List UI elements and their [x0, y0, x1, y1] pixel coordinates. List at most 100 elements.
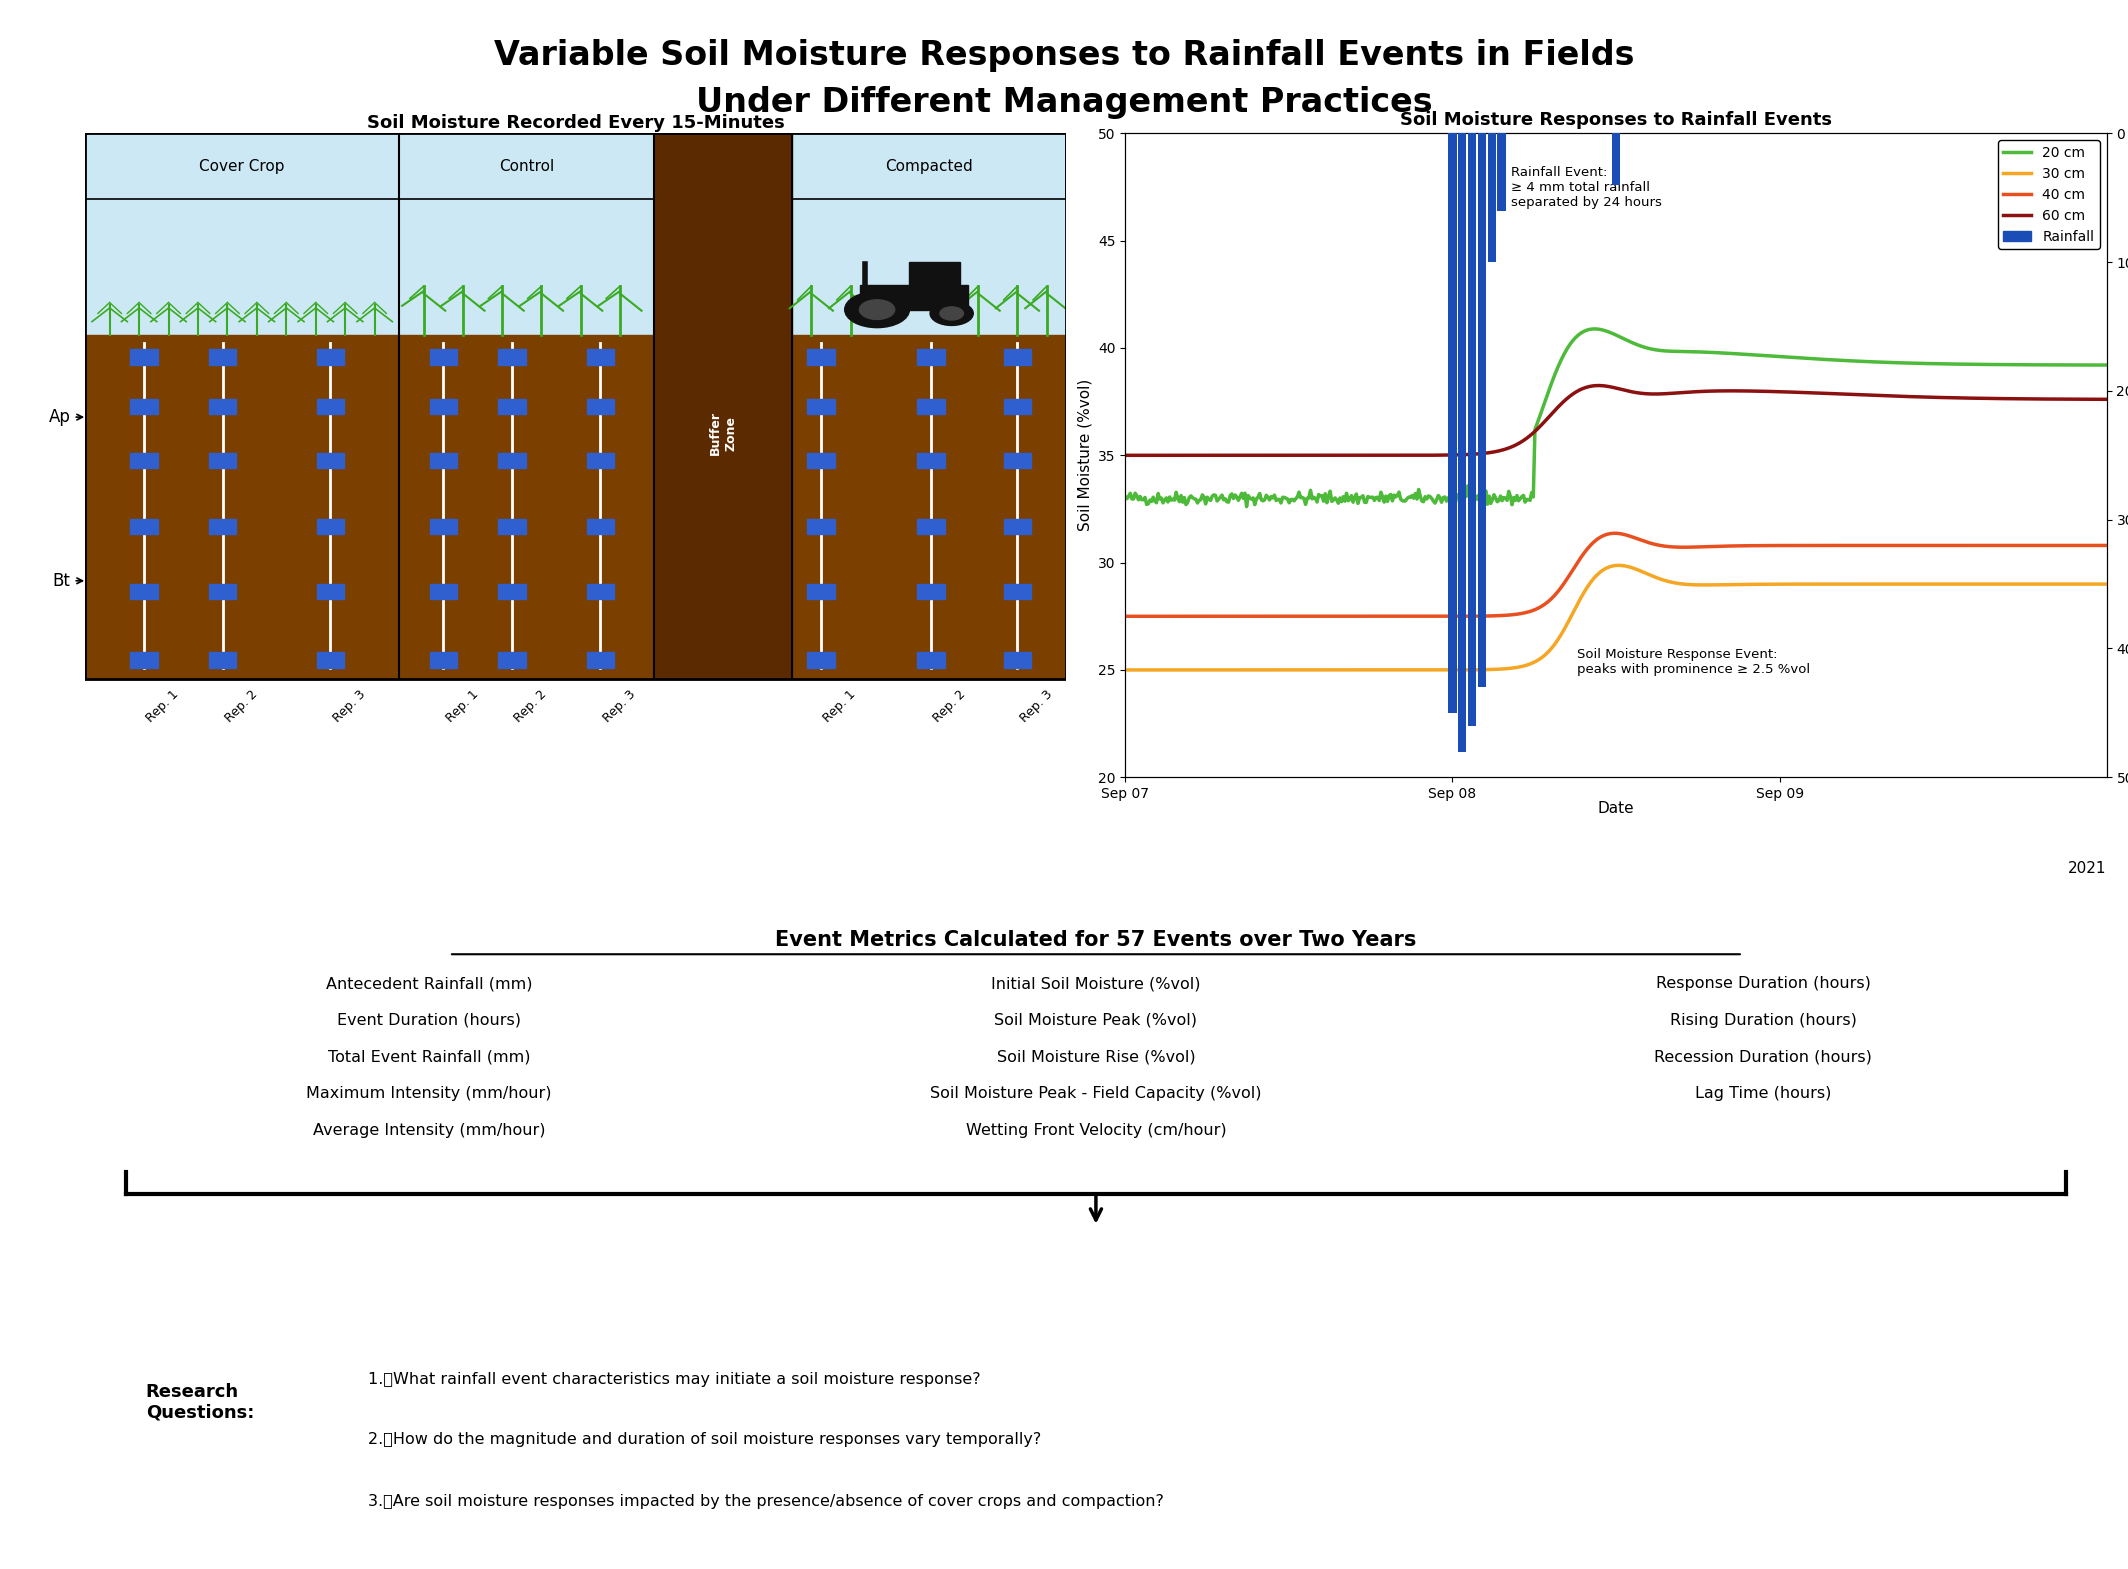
Circle shape: [845, 292, 909, 328]
Bar: [209, 584, 236, 599]
Bar: [85, 133, 1066, 679]
Text: Soil Moisture Peak (%vol): Soil Moisture Peak (%vol): [994, 1014, 1198, 1028]
Bar: [130, 653, 157, 667]
Bar: [1004, 350, 1032, 364]
Text: 2021: 2021: [2068, 861, 2107, 876]
Bar: [430, 399, 458, 414]
Text: Maximum Intensity (mm/hour): Maximum Intensity (mm/hour): [306, 1086, 551, 1101]
Bar: [917, 584, 945, 599]
Bar: [317, 399, 345, 414]
Bar: [317, 519, 345, 533]
Text: Event Duration (hours): Event Duration (hours): [336, 1014, 521, 1028]
Text: Control: Control: [500, 158, 555, 174]
Bar: [807, 653, 834, 667]
Bar: [792, 133, 1066, 199]
Text: Bt: Bt: [53, 571, 70, 590]
Bar: [917, 350, 945, 364]
Bar: [430, 350, 458, 364]
Text: Wetting Front Velocity (cm/hour): Wetting Front Velocity (cm/hour): [966, 1123, 1226, 1138]
Bar: [498, 584, 526, 599]
Bar: [807, 519, 834, 533]
Bar: [498, 519, 526, 533]
Bar: [917, 399, 945, 414]
Bar: [317, 653, 345, 667]
Bar: [1004, 453, 1032, 469]
Bar: [400, 133, 653, 199]
Text: Average Intensity (mm/hour): Average Intensity (mm/hour): [313, 1123, 545, 1138]
Bar: [587, 350, 615, 364]
Bar: [498, 399, 526, 414]
Bar: [317, 584, 345, 599]
Text: Variable Soil Moisture Responses to Rainfall Events in Fields: Variable Soil Moisture Responses to Rain…: [494, 39, 1634, 72]
Bar: [1449, 133, 1456, 712]
Bar: [317, 453, 345, 469]
Text: Soil Moisture Rise (%vol): Soil Moisture Rise (%vol): [996, 1050, 1196, 1065]
Text: Recession Duration (hours): Recession Duration (hours): [1653, 1050, 1873, 1065]
Bar: [130, 519, 157, 533]
Bar: [807, 584, 834, 599]
Title: Soil Moisture Recorded Every 15-Minutes: Soil Moisture Recorded Every 15-Minutes: [366, 115, 785, 132]
Text: Research
Questions:: Research Questions:: [145, 1382, 253, 1422]
Bar: [1477, 133, 1485, 687]
Bar: [498, 350, 526, 364]
Bar: [587, 399, 615, 414]
Text: Response Duration (hours): Response Duration (hours): [1656, 976, 1871, 992]
Bar: [209, 350, 236, 364]
Bar: [209, 453, 236, 469]
Text: Rep. 2: Rep. 2: [223, 687, 260, 725]
Text: Soil Moisture Peak - Field Capacity (%vol): Soil Moisture Peak - Field Capacity (%vo…: [930, 1086, 1262, 1101]
Bar: [1487, 133, 1496, 262]
Bar: [130, 399, 157, 414]
Bar: [587, 453, 615, 469]
Bar: [1468, 133, 1477, 726]
Text: Buffer
Zone: Buffer Zone: [709, 411, 736, 455]
Bar: [917, 453, 945, 469]
Bar: [587, 519, 615, 533]
Bar: [1004, 519, 1032, 533]
Circle shape: [930, 301, 972, 325]
Text: Cover Crop: Cover Crop: [200, 158, 285, 174]
Text: Rep. 3: Rep. 3: [1017, 687, 1055, 725]
Y-axis label: Soil Moisture (%vol): Soil Moisture (%vol): [1077, 380, 1092, 532]
Bar: [85, 133, 400, 199]
Bar: [430, 519, 458, 533]
Bar: [430, 584, 458, 599]
Circle shape: [860, 300, 894, 320]
Bar: [130, 584, 157, 599]
Bar: [807, 453, 834, 469]
Text: Rainfall Event:
≥ 4 mm total rainfall
separated by 24 hours: Rainfall Event: ≥ 4 mm total rainfall se…: [1511, 166, 1662, 209]
Text: Total Event Rainfall (mm): Total Event Rainfall (mm): [328, 1050, 530, 1065]
Text: Event Metrics Calculated for 57 Events over Two Years: Event Metrics Calculated for 57 Events o…: [775, 930, 1417, 949]
Text: Rising Duration (hours): Rising Duration (hours): [1670, 1014, 1856, 1028]
Bar: [85, 336, 1066, 679]
Bar: [1004, 584, 1032, 599]
Text: 3.	Are soil moisture responses impacted by the presence/absence of cover crops a: 3. Are soil moisture responses impacted …: [368, 1494, 1164, 1509]
Text: Rep. 3: Rep. 3: [330, 687, 368, 725]
Bar: [807, 399, 834, 414]
Legend: 20 cm, 30 cm, 40 cm, 60 cm, Rainfall: 20 cm, 30 cm, 40 cm, 60 cm, Rainfall: [1998, 140, 2100, 249]
Text: 2.	How do the magnitude and duration of soil moisture responses vary temporally?: 2. How do the magnitude and duration of …: [368, 1432, 1041, 1447]
Text: Under Different Management Practices: Under Different Management Practices: [696, 86, 1432, 119]
Text: Ap: Ap: [49, 408, 70, 427]
Text: Rep. 1: Rep. 1: [443, 687, 481, 725]
Bar: [807, 350, 834, 364]
Text: Rep. 3: Rep. 3: [600, 687, 638, 725]
Text: 1.	What rainfall event characteristics may initiate a soil moisture response?: 1. What rainfall event characteristics m…: [368, 1371, 981, 1387]
Text: Rep. 1: Rep. 1: [145, 687, 181, 725]
Bar: [209, 399, 236, 414]
Circle shape: [941, 308, 964, 320]
Bar: [1004, 653, 1032, 667]
Bar: [1004, 399, 1032, 414]
Text: Rep. 2: Rep. 2: [932, 687, 968, 725]
Text: Rep. 1: Rep. 1: [821, 687, 858, 725]
Bar: [209, 519, 236, 533]
X-axis label: Date: Date: [1598, 802, 1634, 816]
Bar: [653, 133, 792, 679]
Bar: [498, 453, 526, 469]
Bar: [860, 286, 968, 309]
Bar: [587, 584, 615, 599]
Text: Antecedent Rainfall (mm): Antecedent Rainfall (mm): [326, 976, 532, 992]
Bar: [909, 262, 960, 286]
Bar: [317, 350, 345, 364]
Bar: [1498, 133, 1507, 210]
